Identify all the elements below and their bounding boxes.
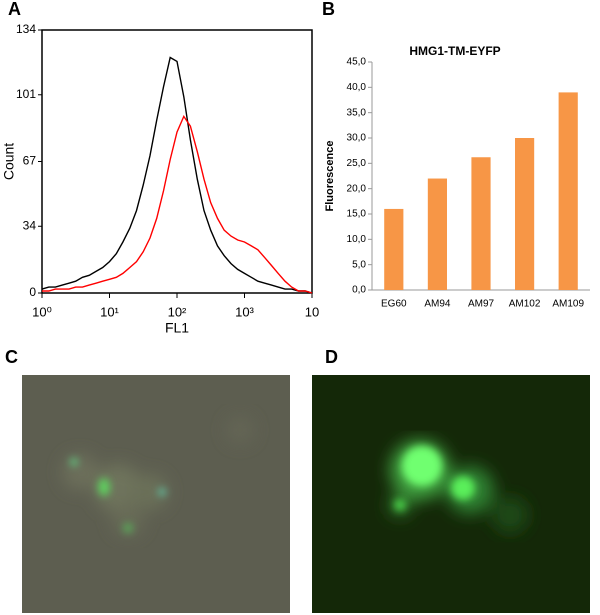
x-tick-label: 10	[305, 304, 319, 319]
y-tick-label: 5,0	[352, 259, 366, 270]
bar	[427, 178, 447, 290]
y-tick-label: 101	[16, 87, 36, 101]
y-tick-label: 45,0	[347, 57, 367, 68]
x-tick-label: AM102	[509, 299, 541, 310]
y-tick-label: 34	[23, 218, 37, 232]
panel-label: D	[325, 347, 338, 367]
micrograph-d	[312, 375, 590, 613]
x-tick-label: 10³	[235, 304, 254, 319]
plot-frame	[41, 29, 313, 294]
y-axis-label: Count	[1, 143, 17, 180]
y-axis-label: Fluorescence	[324, 141, 336, 212]
y-tick-label: 40,0	[347, 82, 367, 93]
bar	[515, 138, 535, 290]
y-tick-label: 25,0	[347, 158, 367, 169]
x-tick-label: 10⁰	[32, 304, 52, 319]
panel-label: C	[5, 347, 18, 367]
histogram-line	[41, 56, 313, 294]
y-tick-label: 35,0	[347, 107, 367, 118]
y-tick-label: 20,0	[347, 183, 367, 194]
y-tick-label: 134	[16, 22, 36, 36]
x-tick-label: 10¹	[100, 304, 119, 319]
x-tick-label: 10²	[168, 304, 187, 319]
panel-label: B	[322, 0, 335, 19]
y-tick-label: 0,0	[352, 285, 366, 296]
x-tick-label: EG60	[381, 299, 407, 310]
chart-title: HMG1-TM-EYFP	[409, 44, 500, 58]
y-tick-label: 67	[23, 154, 37, 168]
x-tick-label: AM97	[468, 299, 495, 310]
bar	[558, 92, 578, 291]
bar	[384, 208, 404, 290]
y-tick-label: 10,0	[347, 234, 367, 245]
y-tick-label: 15,0	[347, 209, 367, 220]
y-tick-label: 30,0	[347, 133, 367, 144]
panel-label: A	[8, 0, 21, 19]
histogram-line	[42, 114, 313, 294]
x-tick-label: AM109	[552, 299, 584, 310]
x-tick-label: AM94	[424, 299, 451, 310]
bar	[471, 157, 491, 290]
y-tick-label: 0	[29, 285, 36, 299]
x-axis-label: FL1	[165, 320, 189, 336]
micrograph-c	[22, 375, 290, 613]
